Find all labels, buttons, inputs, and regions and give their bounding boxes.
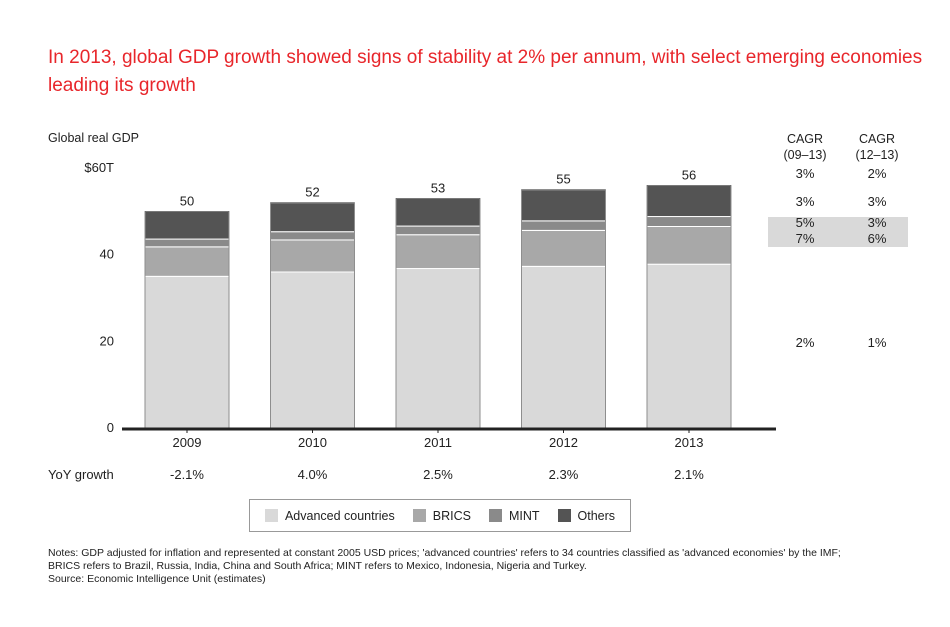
total-label-2013: 56 xyxy=(682,167,696,182)
bar-2012-mint xyxy=(521,220,606,231)
total-label-2011: 53 xyxy=(431,180,445,195)
total-label-2009: 50 xyxy=(180,193,194,208)
total-label-2012: 55 xyxy=(556,172,570,187)
y-axis-label: Global real GDP xyxy=(48,131,140,145)
yoy-value-2009: -2.1% xyxy=(170,467,204,482)
x-tick-label-2011: 2011 xyxy=(424,435,452,450)
cagr-header-0: CAGR (09–13) xyxy=(775,131,835,163)
legend-swatch-advanced xyxy=(264,509,278,522)
bar-2010-advanced-countries xyxy=(270,271,355,429)
notes: Notes: GDP adjusted for inflation and re… xyxy=(48,547,928,586)
cagr-1213-4: 1% xyxy=(868,335,887,350)
bar-2009-advanced-countries xyxy=(144,275,230,429)
legend-item-advanced: Advanced countries xyxy=(264,508,395,523)
legend-label-brics: BRICS xyxy=(432,508,471,523)
bar-2012-brics xyxy=(521,229,606,267)
x-tick-label-2013: 2013 xyxy=(675,435,704,450)
cagr-0913-2: 5% xyxy=(796,215,815,230)
cagr-1213-1: 3% xyxy=(868,194,887,209)
cagr-header-1-line2: (12–13) xyxy=(855,148,899,162)
legend-swatch-others xyxy=(557,509,571,522)
bar-2009-brics xyxy=(144,246,230,277)
cagr-0913-3: 7% xyxy=(796,231,815,246)
cagr-0913-0: 3% xyxy=(796,166,815,181)
legend-item-brics: BRICS xyxy=(412,508,471,523)
legend-label-advanced: Advanced countries xyxy=(284,508,395,523)
notes-line-3: Source: Economic Intelligence Unit (esti… xyxy=(48,573,266,585)
cagr-header-1: CAGR (12–13) xyxy=(847,131,907,163)
total-label-2010: 52 xyxy=(305,185,319,200)
notes-line-2: BRICS refers to Brazil, Russia, India, C… xyxy=(48,560,587,572)
legend: Advanced countries BRICS MINT Others xyxy=(249,499,631,532)
y-tick-label-0: 0 xyxy=(107,420,114,435)
bar-2011-brics xyxy=(395,234,481,270)
notes-line-1: Notes: GDP adjusted for inflation and re… xyxy=(48,547,841,559)
chart-title: In 2013, global GDP growth showed signs … xyxy=(48,47,923,96)
bar-2013-mint xyxy=(646,216,732,228)
bar-2012-others xyxy=(521,189,606,222)
cagr-highlight xyxy=(768,217,908,247)
yoy-label: YoY growth xyxy=(48,467,114,482)
bar-2010-mint xyxy=(270,231,355,241)
legend-label-others: Others xyxy=(577,508,616,523)
bar-2009-mint xyxy=(144,238,230,248)
cagr-0913-1: 3% xyxy=(796,194,815,209)
yoy-value-2013: 2.1% xyxy=(674,467,704,482)
x-tick-label-2012: 2012 xyxy=(549,435,578,450)
legend-swatch-brics xyxy=(412,509,426,522)
y-tick-label-1: 20 xyxy=(100,333,114,348)
cagr-header-0-line1: CAGR xyxy=(786,132,824,146)
x-tick-label-2009: 2009 xyxy=(173,435,202,450)
bar-2009-others xyxy=(144,210,230,240)
x-tick-label-2010: 2010 xyxy=(298,435,327,450)
legend-item-others: Others xyxy=(557,508,616,523)
bar-2010-others xyxy=(270,202,355,233)
cagr-1213-2: 3% xyxy=(868,215,887,230)
bar-2011-advanced-countries xyxy=(395,268,481,429)
bar-2011-others xyxy=(395,197,481,227)
bar-2013-brics xyxy=(646,226,732,265)
bar-2011-mint xyxy=(395,225,481,236)
yoy-value-2012: 2.3% xyxy=(549,467,579,482)
legend-swatch-mint xyxy=(488,509,502,522)
yoy-value-2011: 2.5% xyxy=(423,467,453,482)
cagr-1213-0: 2% xyxy=(868,166,887,181)
cagr-header-1-line1: CAGR xyxy=(858,132,896,146)
y-tick-label-3: $60T xyxy=(84,160,114,175)
legend-label-mint: MINT xyxy=(508,508,540,523)
yoy-value-2010: 4.0% xyxy=(298,467,328,482)
bar-2013-others xyxy=(646,184,732,218)
bar-2010-brics xyxy=(270,239,355,273)
cagr-0913-4: 2% xyxy=(796,335,815,350)
bar-2012-advanced-countries xyxy=(521,265,606,429)
cagr-1213-3: 6% xyxy=(868,231,887,246)
y-tick-label-2: 40 xyxy=(100,247,114,262)
cagr-header-0-line2: (09–13) xyxy=(783,148,827,162)
bar-2013-advanced-countries xyxy=(646,263,732,429)
legend-item-mint: MINT xyxy=(488,508,540,523)
